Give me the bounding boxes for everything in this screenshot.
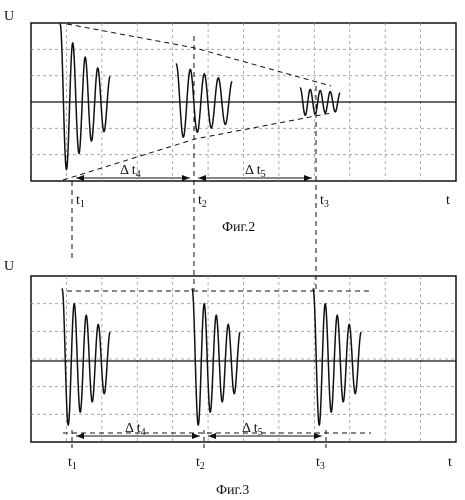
fig2-t3-label: t3 [320,193,329,210]
fig2-interval-4-label: Δ t4 [120,163,141,180]
fig2-interval-5-label: Δ t5 [245,163,266,180]
figure-2: U Δ t4 Δ t5 t1 t2 t3 t Фиг.2 [4,9,456,290]
fig2-caption: Фиг.2 [222,220,255,235]
fig3-y-axis-label: U [4,259,14,274]
fig3-t2-label: t2 [196,455,205,472]
fig3-interval-5-label: Δ t5 [242,421,263,438]
figure-3: U Δ t4 Δ t5 t1 t2 t3 t Фиг.3 [4,259,456,498]
fig3-caption: Фиг.3 [216,483,249,498]
fig3-t3-label: t3 [316,455,325,472]
fig2-y-axis-label: U [4,9,14,24]
fig3-pulse-1 [62,289,110,425]
fig2-x-axis-label: t [446,193,450,208]
fig3-pulse-2 [192,289,240,425]
fig3-x-axis-label: t [448,455,452,470]
fig3-pulse-3 [313,289,361,425]
fig3-t1-label: t1 [68,455,77,472]
fig2-pulse-1 [60,24,110,169]
fig2-t1-label: t1 [76,193,85,210]
fig2-pulse-2 [176,64,232,137]
fig2-t2-label: t2 [198,193,207,210]
fig2-envelope-upper [67,24,331,86]
fig3-interval-4-label: Δ t4 [125,421,146,438]
fig2-envelope-lower [63,113,331,180]
